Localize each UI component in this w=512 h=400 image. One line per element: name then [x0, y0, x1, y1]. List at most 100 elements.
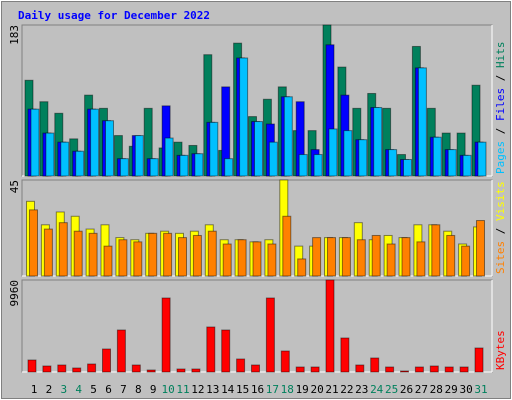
legend-entry: KBytes	[494, 330, 507, 370]
bar	[403, 158, 412, 177]
x-tick-label: 1	[31, 383, 38, 396]
x-tick-label: 6	[105, 383, 112, 396]
chart-title: Daily usage for December 2022	[18, 9, 210, 22]
bar	[371, 234, 381, 277]
bar	[280, 350, 290, 373]
y-tick-label: 45	[8, 180, 21, 193]
legend-separator: /	[494, 68, 507, 88]
x-tick-label: 23	[355, 383, 368, 396]
bar	[251, 364, 260, 373]
bar	[295, 366, 305, 373]
y-tick-label: 183	[8, 25, 21, 45]
bar	[282, 215, 292, 277]
bar	[42, 365, 52, 373]
bar	[417, 67, 427, 177]
x-tick-label: 8	[135, 383, 142, 396]
bar	[459, 366, 469, 373]
bar	[343, 130, 353, 177]
bar	[462, 154, 472, 177]
bar	[310, 366, 320, 373]
bar	[312, 237, 322, 277]
bar	[461, 245, 471, 277]
x-tick-label: 13	[206, 383, 219, 396]
bar	[209, 121, 219, 177]
bar	[43, 228, 53, 277]
x-tick-label: 22	[340, 383, 353, 396]
bar	[429, 365, 439, 373]
legend-entry: Files	[494, 88, 507, 121]
bar	[45, 132, 55, 177]
legend-entry: Sites	[494, 241, 507, 274]
x-tick-label: 14	[221, 383, 235, 396]
legend-entry: Visits	[494, 181, 507, 221]
bar	[58, 222, 68, 277]
bar	[474, 347, 484, 373]
bar	[73, 230, 83, 277]
bar	[358, 139, 368, 177]
bar	[119, 158, 129, 177]
bar	[72, 367, 82, 373]
bar	[447, 149, 457, 177]
bar	[118, 239, 128, 277]
bar	[239, 57, 249, 177]
bar	[328, 128, 338, 177]
bar	[388, 149, 398, 177]
bar	[267, 243, 277, 277]
bar	[149, 158, 159, 177]
x-tick-label: 9	[150, 383, 157, 396]
x-tick-label: 31	[474, 383, 487, 396]
x-tick-label: 4	[75, 383, 82, 396]
bar	[60, 141, 70, 177]
bar	[283, 96, 293, 177]
bar	[327, 237, 336, 277]
bar	[164, 137, 174, 177]
bar	[355, 364, 365, 373]
bar	[313, 154, 323, 177]
bar	[340, 337, 350, 373]
bar	[237, 239, 247, 277]
bar	[148, 232, 158, 277]
bar	[265, 297, 275, 373]
bar	[206, 326, 216, 373]
x-tick-label: 30	[459, 383, 472, 396]
x-tick-label: 20	[310, 383, 323, 396]
bar	[341, 237, 351, 277]
bar	[90, 108, 100, 177]
bar	[179, 154, 189, 177]
x-tick-label: 19	[296, 383, 309, 396]
x-tick-label: 11	[176, 383, 189, 396]
x-tick-label: 25	[385, 383, 398, 396]
bar	[385, 366, 395, 373]
legend: Sites / Visits	[494, 181, 507, 274]
bar	[161, 297, 171, 373]
bar	[400, 370, 409, 373]
x-tick-label: 24	[370, 383, 384, 396]
bar	[373, 107, 383, 177]
bar	[105, 120, 114, 177]
bar	[103, 245, 113, 277]
bar	[370, 357, 380, 373]
legend-separator: /	[494, 121, 507, 141]
bar	[431, 224, 441, 277]
bar	[268, 141, 278, 177]
x-tick-label: 10	[161, 383, 174, 396]
bar	[252, 241, 262, 277]
legend-entry: Hits	[494, 42, 507, 69]
legend-entry: Pages	[494, 141, 507, 174]
x-tick-label: 7	[120, 383, 127, 396]
bar	[146, 369, 156, 373]
x-tick-label: 28	[430, 383, 443, 396]
x-tick-label: 27	[415, 383, 428, 396]
bar	[163, 232, 173, 277]
x-tick-label: 26	[400, 383, 413, 396]
bar	[87, 363, 97, 373]
bar	[30, 108, 40, 177]
bar	[476, 220, 485, 277]
bar	[222, 243, 232, 277]
bar	[194, 153, 204, 177]
bar	[401, 237, 411, 277]
bar	[325, 279, 335, 373]
